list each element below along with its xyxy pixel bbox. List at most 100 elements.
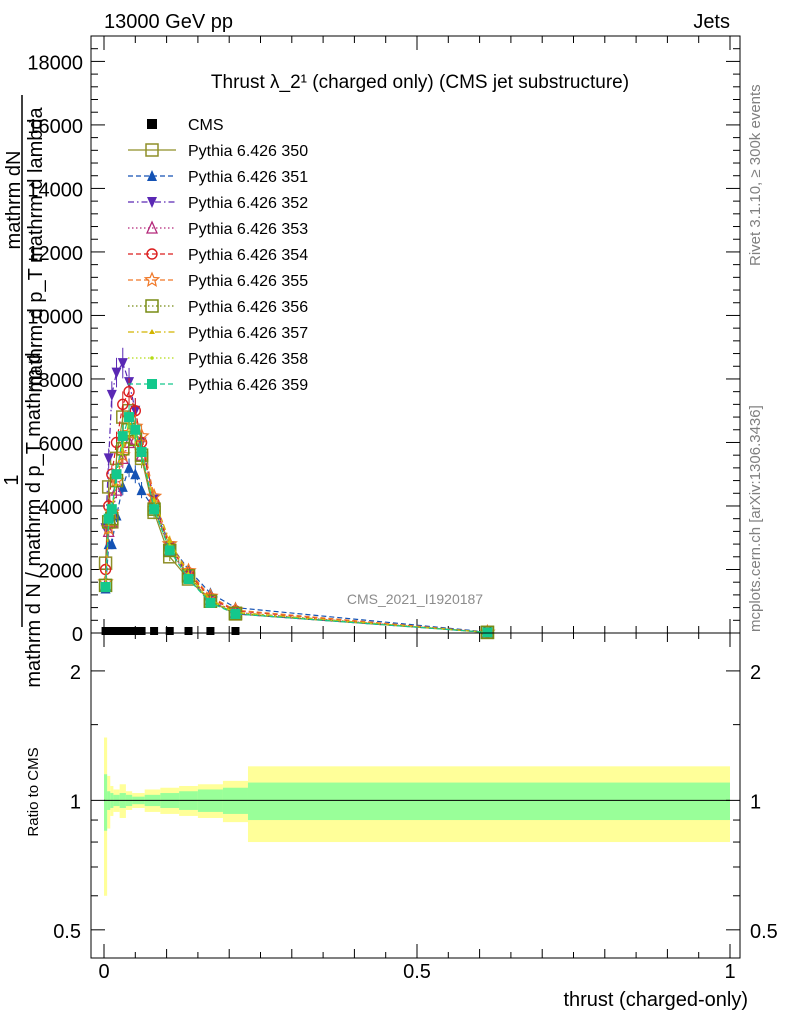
legend-label: Pythia 6.426 352	[188, 195, 308, 212]
ratio-y-tick-label: 1	[70, 791, 81, 813]
data-point	[111, 367, 122, 379]
data-point	[136, 446, 147, 457]
data-point	[103, 453, 114, 465]
data-point	[124, 412, 135, 423]
data-point	[205, 597, 216, 608]
data-point	[166, 537, 173, 543]
legend-marker	[143, 271, 161, 287]
legend-label: CMS	[188, 117, 224, 134]
side-label-rivet: Rivet 3.1.10, ≥ 300k events	[747, 84, 764, 266]
data-point	[131, 627, 140, 635]
data-point	[231, 627, 240, 635]
data-point	[230, 608, 241, 619]
legend-label: Pythia 6.426 356	[188, 299, 308, 316]
side-label-mcplots: mcplots.cern.ch [arXiv:1306.3436]	[747, 405, 764, 632]
data-point	[136, 484, 147, 496]
y-tick-label: 18000	[27, 52, 83, 74]
legend-label: Pythia 6.426 359	[188, 377, 308, 394]
legend-marker	[147, 119, 157, 129]
process-label: Jets	[693, 11, 730, 33]
series-line	[105, 466, 488, 633]
legend-marker	[146, 248, 158, 260]
data-point	[117, 431, 128, 442]
data-point	[117, 358, 128, 370]
series-10	[100, 404, 493, 638]
x-axis-label: thrust (charged-only)	[563, 989, 748, 1011]
legend: CMS Pythia 6.426 350 Pythia 6.426 351 Pythi…	[128, 117, 308, 394]
legend-marker	[147, 170, 157, 181]
legend-item: Pythia 6.426 350	[128, 143, 308, 160]
y-axis-label-num2: mathrm d p_T mathrm d lambda	[25, 106, 47, 392]
data-point	[100, 581, 111, 592]
y-axis-label-den: mathrm d N / mathrm d p_T mathrm d	[23, 352, 45, 687]
y-tick-label: 6000	[39, 433, 84, 455]
ratio-y-tick-label-right: 2	[750, 662, 761, 684]
data-point	[125, 627, 134, 635]
data-point	[206, 627, 215, 635]
series-2	[100, 458, 493, 638]
x-tick-label: 0.5	[403, 961, 431, 983]
legend-marker	[145, 299, 159, 313]
data-point	[150, 627, 159, 635]
x-tick-label: 0	[98, 961, 109, 983]
data-point	[106, 538, 117, 550]
data-point	[137, 627, 146, 635]
ratio-ylabel: Ratio to CMS	[25, 747, 42, 836]
legend-label: Pythia 6.426 350	[188, 143, 308, 160]
y-tick-label: 10000	[27, 306, 83, 328]
x-tick-label: 1	[724, 961, 735, 983]
legend-label: Pythia 6.426 358	[188, 351, 308, 368]
data-point	[130, 468, 141, 480]
legend-item: Pythia 6.426 356	[128, 299, 308, 316]
watermark: CMS_2021_I1920187	[347, 591, 483, 607]
legend-marker	[147, 197, 157, 208]
data-point	[184, 627, 193, 635]
data-point	[117, 398, 129, 411]
main-panel: 0 2000 4000 6000 8000 10000 12000 14000 16000 180…	[1, 35, 741, 688]
ratio-y-tick-label: 2	[70, 662, 81, 684]
legend-label: Pythia 6.426 351	[188, 169, 308, 186]
legend-label: Pythia 6.426 355	[188, 273, 308, 290]
legend-label: Pythia 6.426 357	[188, 325, 308, 342]
ratio-panel: 0.5 0.5 1 1 2 2 0 0.5 1	[53, 632, 778, 983]
series-line	[105, 422, 488, 633]
data-point	[482, 627, 493, 638]
legend-label: Pythia 6.426 354	[188, 247, 308, 264]
data-point	[100, 519, 117, 536]
data-point	[106, 504, 117, 515]
ratio-band-stat	[104, 774, 108, 831]
legend-item: Pythia 6.426 357	[128, 325, 308, 342]
data-point	[112, 627, 121, 635]
ratio-y-tick-label: 0.5	[53, 921, 81, 943]
ratio-frame	[90, 632, 741, 959]
legend-item: Pythia 6.426 352	[128, 195, 308, 212]
legend-item: Pythia 6.426 354	[128, 247, 308, 264]
data-point	[149, 504, 160, 515]
y-tick-label: 12000	[27, 243, 83, 265]
legend-item: Pythia 6.426 353	[128, 220, 308, 238]
y-axis-label-num: mathrm dN	[3, 151, 25, 250]
data-point	[103, 513, 114, 524]
legend-marker	[150, 356, 154, 360]
data-point	[165, 627, 174, 635]
series-line	[105, 415, 488, 633]
data-point	[106, 389, 117, 401]
legend-item: Pythia 6.426 355	[128, 271, 308, 290]
data-point	[164, 545, 175, 556]
data-point	[183, 574, 194, 585]
ratio-band-stat	[247, 782, 731, 821]
y-tick-label: 4000	[39, 497, 84, 519]
y-tick-label: 16000	[27, 116, 83, 138]
legend-item: Pythia 6.426 351	[128, 169, 308, 186]
data-point	[111, 469, 122, 480]
ratio-y-tick-label-right: 1	[750, 791, 761, 813]
y-tick-label: 14000	[27, 179, 83, 201]
y-tick-label: 2000	[39, 560, 84, 582]
ratio-y-tick-label-right: 0.5	[750, 921, 778, 943]
data-point	[124, 461, 135, 473]
legend-label: Pythia 6.426 353	[188, 221, 308, 238]
y-axis-label-top: 1	[1, 474, 23, 485]
legend-marker	[149, 329, 155, 334]
legend-item: Pythia 6.426 358	[128, 351, 308, 368]
